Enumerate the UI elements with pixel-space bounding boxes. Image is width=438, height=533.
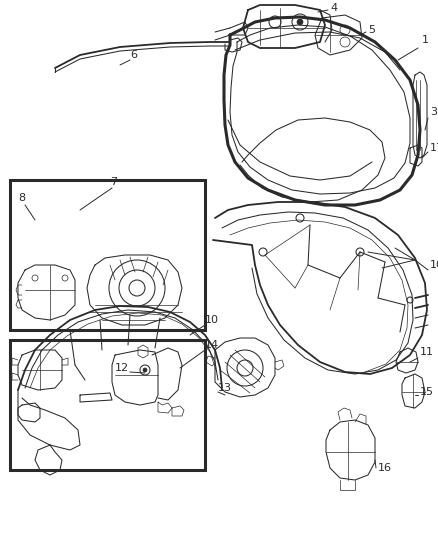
Text: 16: 16 [378, 463, 392, 473]
Text: 10: 10 [205, 315, 219, 325]
Text: 8: 8 [18, 193, 25, 203]
Circle shape [297, 19, 303, 25]
Text: 11: 11 [420, 347, 434, 357]
Text: 17: 17 [430, 143, 438, 153]
Text: 7: 7 [110, 177, 117, 187]
Bar [10, 180, 205, 330]
Text: 10: 10 [430, 260, 438, 270]
Text: 4: 4 [330, 3, 337, 13]
Text: 3: 3 [430, 107, 437, 117]
Text: 15: 15 [420, 387, 434, 397]
Text: 1: 1 [422, 35, 429, 45]
Text: 14: 14 [205, 340, 219, 350]
Text: 6: 6 [130, 50, 137, 60]
Text: 5: 5 [368, 25, 375, 35]
Bar [10, 340, 205, 470]
Circle shape [143, 368, 147, 372]
Text: 12: 12 [115, 363, 129, 373]
Text: 13: 13 [218, 383, 232, 393]
